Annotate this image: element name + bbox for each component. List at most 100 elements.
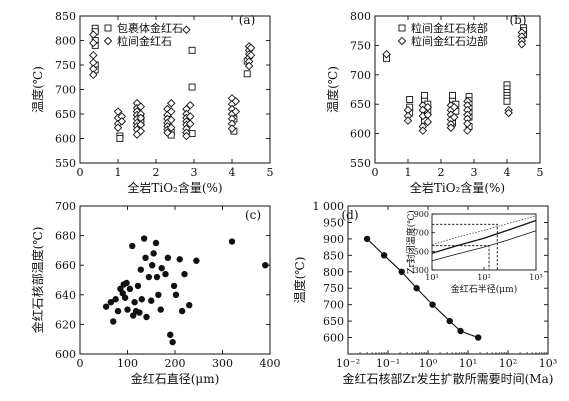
y-tick-label: 750	[55, 59, 76, 72]
data-point	[102, 303, 110, 310]
data-point	[228, 238, 236, 245]
inset-x-tick-label: 10¹	[425, 273, 438, 282]
data-point	[517, 39, 527, 49]
data-point	[457, 327, 464, 335]
data-point	[142, 254, 149, 261]
data-point	[164, 254, 172, 261]
y-tick-label: 850	[55, 10, 76, 23]
data-point	[449, 91, 456, 99]
y-tick-label: 660	[55, 259, 76, 272]
y-axis-label: 温度(℃)	[292, 257, 307, 304]
panel-b: 0 1 2 3 4 5 550 600 650 700 750 800 全岩TiO₂含量(%) 温度(℃)…	[325, 10, 544, 195]
data-point	[89, 70, 98, 80]
legend-entry: 粒间金红石	[117, 34, 172, 48]
y-tick-label: 950	[323, 216, 344, 229]
y-tick-label: 600	[55, 133, 76, 146]
y-tick-label: 750	[323, 282, 344, 295]
legend-marker	[104, 24, 112, 32]
inset-y-tick-label: 900	[414, 210, 429, 219]
data-point	[166, 115, 176, 125]
data-point	[167, 331, 174, 338]
data-point	[176, 256, 183, 263]
panel-label: (d)	[341, 208, 358, 222]
plot-frame	[79, 205, 271, 355]
data-point	[231, 97, 241, 106]
data-point	[172, 291, 180, 298]
data-point	[244, 61, 254, 71]
y-tick-label: 850	[323, 249, 344, 262]
data-point	[243, 70, 251, 78]
x-axis-label: 全岩TiO₂含量(%)	[410, 180, 505, 195]
data-point	[166, 98, 176, 108]
data-point	[117, 117, 127, 126]
y-tick-label: 800	[350, 10, 371, 23]
y-tick-label: 700	[55, 200, 76, 213]
legend-marker	[397, 36, 407, 46]
data-point	[131, 299, 138, 306]
data-point	[134, 282, 142, 290]
inset-y-tick-label: 500	[414, 247, 429, 256]
y-tick-label: 550	[55, 157, 76, 170]
data-point	[503, 97, 511, 105]
x-tick-label: 200	[165, 357, 186, 370]
inset-chart: 10¹ 10² 10³ 300 500 700 900 金红石半径(μm) Zr封闭温度(℃)	[405, 210, 543, 295]
data-point	[262, 262, 269, 269]
data-point	[406, 96, 414, 103]
y-tick-label: 600	[55, 348, 76, 361]
data-point	[413, 285, 420, 292]
data-point	[149, 262, 156, 269]
data-point	[143, 313, 150, 321]
y-tick-label: 700	[350, 69, 371, 82]
panel-a: 0 1 2 3 4 5 550 600 650 700 750 800 850 全岩TiO₂含量(%) 温度…	[30, 10, 274, 195]
data-point	[429, 301, 436, 308]
inset-x-tick-label: 10²	[477, 273, 490, 282]
data-point	[421, 91, 428, 99]
x-tick-label: 10¹	[459, 357, 477, 370]
x-tick-label: 2	[153, 166, 160, 179]
inset-reference-line	[432, 245, 490, 270]
x-tick-label: 5	[267, 166, 274, 179]
x-tick-label: 4	[504, 166, 511, 179]
data-point	[380, 252, 388, 259]
data-point	[116, 135, 124, 142]
legend-marker	[103, 36, 113, 46]
y-tick-label: 650	[350, 98, 371, 111]
y-tick-label: 750	[350, 39, 371, 52]
data-point	[158, 264, 165, 272]
data-point	[107, 299, 115, 306]
x-axis-label: 全岩TiO₂含量(%)	[127, 180, 222, 195]
x-tick-label: 10³	[539, 357, 557, 370]
x-tick-label: 10²	[499, 357, 517, 370]
data-point	[504, 108, 513, 118]
y-tick-label: 650	[55, 108, 76, 121]
inset-series-line	[431, 219, 537, 254]
x-tick-label: 10⁰	[419, 357, 438, 370]
data-point	[152, 239, 160, 247]
y-tick-label: 800	[55, 35, 76, 48]
data-point	[363, 235, 371, 243]
inset-x-axis-label: 金红石半径(μm)	[451, 283, 517, 295]
y-tick-label: 600	[323, 332, 344, 345]
data-point	[382, 49, 391, 59]
data-point	[126, 285, 134, 293]
data-point	[166, 107, 176, 116]
legend-entry: 粒间金红石核部	[411, 21, 488, 35]
plot-frame	[347, 205, 549, 355]
data-point	[446, 123, 456, 132]
inset-x-tick-label: 10³	[529, 273, 542, 282]
y-axis-label: 温度(℃)	[325, 66, 340, 113]
data-point	[89, 30, 98, 39]
data-point	[155, 291, 162, 298]
x-tick-label: 4	[229, 166, 236, 179]
data-point	[157, 306, 164, 313]
data-point	[140, 235, 148, 242]
data-point	[463, 126, 472, 135]
y-tick-label: 700	[323, 299, 344, 312]
data-point	[446, 317, 453, 325]
data-point	[246, 50, 256, 60]
y-tick-label: 640	[55, 289, 76, 302]
y-tick-label: 550	[350, 157, 371, 170]
data-point	[112, 296, 119, 303]
x-tick-label: 2	[438, 166, 445, 179]
data-point	[114, 307, 122, 315]
